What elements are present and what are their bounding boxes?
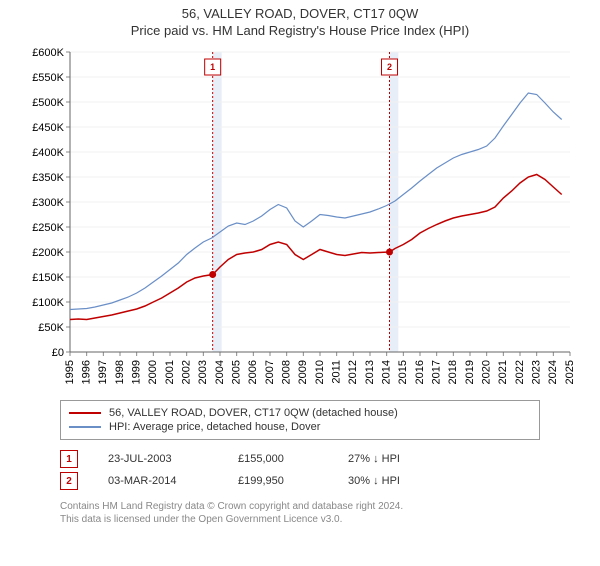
- x-tick-label: 2002: [181, 360, 193, 384]
- x-tick-label: 2014: [381, 360, 393, 384]
- x-tick-label: 2013: [364, 360, 376, 384]
- y-tick-label: £150K: [32, 272, 64, 284]
- legend: 56, VALLEY ROAD, DOVER, CT17 0QW (detach…: [60, 400, 540, 440]
- x-tick-label: 2012: [347, 360, 359, 384]
- footer-line-1: Contains HM Land Registry data © Crown c…: [60, 500, 560, 513]
- y-tick-label: £50K: [38, 322, 64, 334]
- chart-area: £0 £50K £100K £150K £200K £250K £300K £350K £400…: [20, 42, 580, 392]
- x-tick-label: 2000: [147, 360, 159, 384]
- marker-date: 23-JUL-2003: [108, 453, 238, 465]
- x-tick-label: 2021: [497, 360, 509, 384]
- marker-pct: 27% ↓ HPI: [348, 453, 438, 465]
- legend-row: 56, VALLEY ROAD, DOVER, CT17 0QW (detach…: [69, 407, 531, 419]
- marker-id-box: 2: [60, 472, 78, 490]
- y-tick-label: £600K: [32, 47, 64, 59]
- y-tick-label: £250K: [32, 222, 64, 234]
- marker-label-text: 1: [210, 62, 215, 72]
- x-tick-label: 2022: [514, 360, 526, 384]
- chart-subtitle: Price paid vs. HM Land Registry's House …: [0, 23, 600, 38]
- x-tick-label: 1997: [97, 360, 109, 384]
- legend-swatch: [69, 426, 101, 428]
- x-tick-label: 2004: [214, 360, 226, 384]
- y-tick-label: £200K: [32, 247, 64, 259]
- y-tick-label: £100K: [32, 297, 64, 309]
- marker-price: £155,000: [238, 453, 348, 465]
- y-tick-label: £450K: [32, 122, 64, 134]
- x-tick-label: 2020: [481, 360, 493, 384]
- y-tick-label: £300K: [32, 197, 64, 209]
- x-tick-label: 2011: [331, 360, 343, 384]
- x-tick-label: 2018: [447, 360, 459, 384]
- chart-title: 56, VALLEY ROAD, DOVER, CT17 0QW: [0, 6, 600, 21]
- marker-table: 1 23-JUL-2003£155,00027% ↓ HPI 2 03-MAR-201…: [60, 450, 600, 490]
- x-tick-label: 2009: [297, 360, 309, 384]
- x-tick-label: 2023: [531, 360, 543, 384]
- y-tick-label: £550K: [32, 72, 64, 84]
- y-tick-label: £0: [52, 347, 64, 359]
- x-tick-label: 2015: [397, 360, 409, 384]
- x-tick-label: 2001: [164, 360, 176, 384]
- x-tick-label: 2025: [564, 360, 576, 384]
- x-tick-label: 2005: [231, 360, 243, 384]
- series-property_price: [70, 175, 562, 320]
- x-tick-label: 2016: [414, 360, 426, 384]
- x-tick-label: 1996: [81, 360, 93, 384]
- marker-dot: [209, 271, 216, 278]
- marker-table-row: 2 03-MAR-2014£199,95030% ↓ HPI: [60, 472, 600, 490]
- marker-price: £199,950: [238, 475, 348, 487]
- legend-label: 56, VALLEY ROAD, DOVER, CT17 0QW (detach…: [109, 407, 398, 419]
- marker-table-row: 1 23-JUL-2003£155,00027% ↓ HPI: [60, 450, 600, 468]
- x-tick-label: 1999: [131, 360, 143, 384]
- marker-id-box: 1: [60, 450, 78, 468]
- legend-swatch: [69, 412, 101, 414]
- y-tick-label: £350K: [32, 172, 64, 184]
- x-tick-label: 2010: [314, 360, 326, 384]
- x-tick-label: 2007: [264, 360, 276, 384]
- marker-dot: [386, 249, 393, 256]
- legend-row: HPI: Average price, detached house, Dove…: [69, 421, 531, 433]
- legend-label: HPI: Average price, detached house, Dove…: [109, 421, 320, 433]
- x-tick-label: 2006: [247, 360, 259, 384]
- x-tick-label: 1995: [64, 360, 76, 384]
- x-tick-label: 2024: [547, 360, 559, 384]
- y-tick-label: £500K: [32, 97, 64, 109]
- chart-svg: £0 £50K £100K £150K £200K £250K £300K £350K £400…: [20, 42, 580, 392]
- x-tick-label: 2003: [197, 360, 209, 384]
- attribution-footer: Contains HM Land Registry data © Crown c…: [60, 500, 560, 526]
- x-tick-label: 1998: [114, 360, 126, 384]
- marker-pct: 30% ↓ HPI: [348, 475, 438, 487]
- x-tick-label: 2008: [281, 360, 293, 384]
- footer-line-2: This data is licensed under the Open Gov…: [60, 513, 560, 526]
- x-tick-label: 2017: [431, 360, 443, 384]
- marker-date: 03-MAR-2014: [108, 475, 238, 487]
- x-tick-label: 2019: [464, 360, 476, 384]
- y-tick-label: £400K: [32, 147, 64, 159]
- marker-label-text: 2: [387, 62, 392, 72]
